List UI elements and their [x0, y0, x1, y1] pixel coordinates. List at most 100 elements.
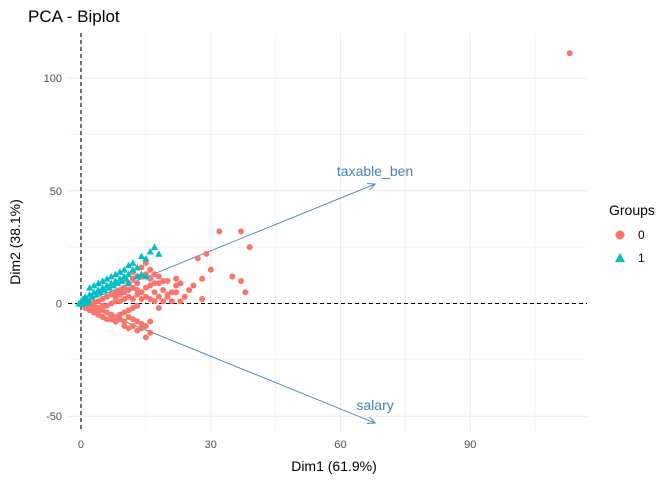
- point-group-1: [114, 279, 122, 287]
- point-group-1: [137, 252, 146, 260]
- legend-label: 0: [638, 228, 645, 242]
- point-group-1: [124, 270, 133, 278]
- point-group-0: [138, 325, 145, 332]
- point-group-0: [103, 302, 110, 309]
- point-group-0: [173, 282, 180, 289]
- arrow-label-salary: salary: [356, 397, 393, 413]
- point-group-0: [177, 298, 184, 305]
- point-group-0: [160, 277, 167, 284]
- grid-lines: [68, 33, 587, 432]
- point-group-1: [88, 293, 96, 300]
- legend-key-circle: [615, 230, 625, 240]
- point-group-0: [190, 282, 197, 289]
- point-group-0: [168, 289, 175, 296]
- point-group-1: [101, 286, 109, 293]
- chart-title: PCA - Biplot: [28, 7, 120, 26]
- legend-key-triangle: [615, 253, 625, 262]
- point-group-1: [129, 266, 137, 273]
- point-group-0: [151, 289, 158, 296]
- point-group-0: [142, 284, 149, 291]
- point-group-1: [90, 281, 98, 289]
- point-group-1: [133, 263, 141, 271]
- data-points: [75, 50, 573, 341]
- point-group-0: [194, 255, 201, 262]
- x-tick-label: 0: [78, 439, 84, 451]
- point-group-0: [173, 289, 180, 296]
- point-group-0: [116, 298, 123, 305]
- y-tick-label: -50: [46, 411, 62, 423]
- point-group-1: [116, 268, 124, 275]
- arrowhead-salary: [367, 416, 377, 424]
- arrow-label-taxable_ben: taxable_ben: [337, 163, 413, 179]
- point-group-1: [142, 254, 150, 262]
- legend-label: 1: [638, 251, 645, 265]
- point-group-0: [155, 273, 162, 280]
- point-group-1: [109, 281, 118, 289]
- point-group-0: [168, 298, 175, 305]
- point-group-0: [229, 273, 236, 280]
- point-group-1: [103, 275, 111, 282]
- point-group-0: [203, 250, 210, 257]
- point-group-1: [142, 272, 150, 280]
- arrowhead-taxable_ben: [367, 183, 377, 191]
- point-group-1: [99, 277, 107, 284]
- point-group-0: [142, 334, 149, 341]
- point-group-0: [216, 228, 223, 235]
- tick-labels: 0 30 60 90 -50 0 50 100: [44, 73, 477, 451]
- point-group-0: [134, 291, 141, 298]
- point-group-1: [124, 261, 133, 269]
- point-group-0: [134, 280, 141, 287]
- point-group-0: [112, 293, 119, 300]
- point-group-1: [78, 300, 86, 308]
- legend-title: Groups: [609, 202, 655, 218]
- point-group-0: [238, 277, 244, 284]
- point-group-1: [92, 290, 100, 298]
- point-group-1: [137, 270, 146, 278]
- point-group-1: [105, 284, 113, 291]
- point-group-0: [147, 318, 154, 325]
- point-group-1: [129, 259, 137, 266]
- point-group-1: [155, 250, 163, 257]
- point-group-0: [151, 280, 158, 287]
- point-group-1: [133, 272, 141, 280]
- x-axis-label: Dim1 (61.9%): [291, 458, 377, 474]
- point-group-0: [566, 50, 573, 57]
- point-group-0: [173, 275, 180, 282]
- point-group-0: [129, 275, 136, 282]
- point-group-0: [142, 259, 149, 266]
- legend-entries: 01: [615, 228, 645, 265]
- point-group-0: [186, 286, 193, 293]
- point-group-1: [107, 272, 115, 280]
- point-group-1: [120, 266, 128, 273]
- point-group-0: [108, 316, 115, 323]
- point-group-0: [121, 323, 128, 330]
- point-group-1: [85, 298, 93, 305]
- point-group-1: [150, 243, 159, 251]
- y-tick-label: 0: [56, 299, 62, 311]
- y-tick-label: 100: [44, 73, 62, 85]
- y-tick-label: 50: [50, 186, 62, 198]
- point-group-1: [122, 275, 130, 282]
- y-axis-label: Dim2 (38.1%): [7, 199, 23, 285]
- point-group-1: [86, 284, 94, 291]
- point-group-1: [111, 270, 120, 278]
- point-group-0: [147, 296, 154, 302]
- point-group-0: [164, 293, 171, 300]
- point-group-0: [99, 307, 106, 314]
- point-group-0: [181, 293, 188, 300]
- legend: Groups 01: [609, 202, 655, 265]
- point-group-0: [138, 296, 145, 302]
- point-group-0: [160, 298, 167, 305]
- point-group-0: [160, 286, 167, 293]
- point-group-0: [147, 329, 154, 336]
- x-tick-label: 60: [334, 439, 346, 451]
- point-group-1: [118, 277, 126, 284]
- point-group-0: [207, 266, 214, 273]
- point-group-1: [94, 279, 102, 287]
- point-group-1: [146, 248, 154, 255]
- point-group-0: [155, 305, 162, 312]
- point-group-0: [199, 296, 206, 302]
- point-group-0: [199, 275, 206, 282]
- arrow-salary: [80, 303, 376, 424]
